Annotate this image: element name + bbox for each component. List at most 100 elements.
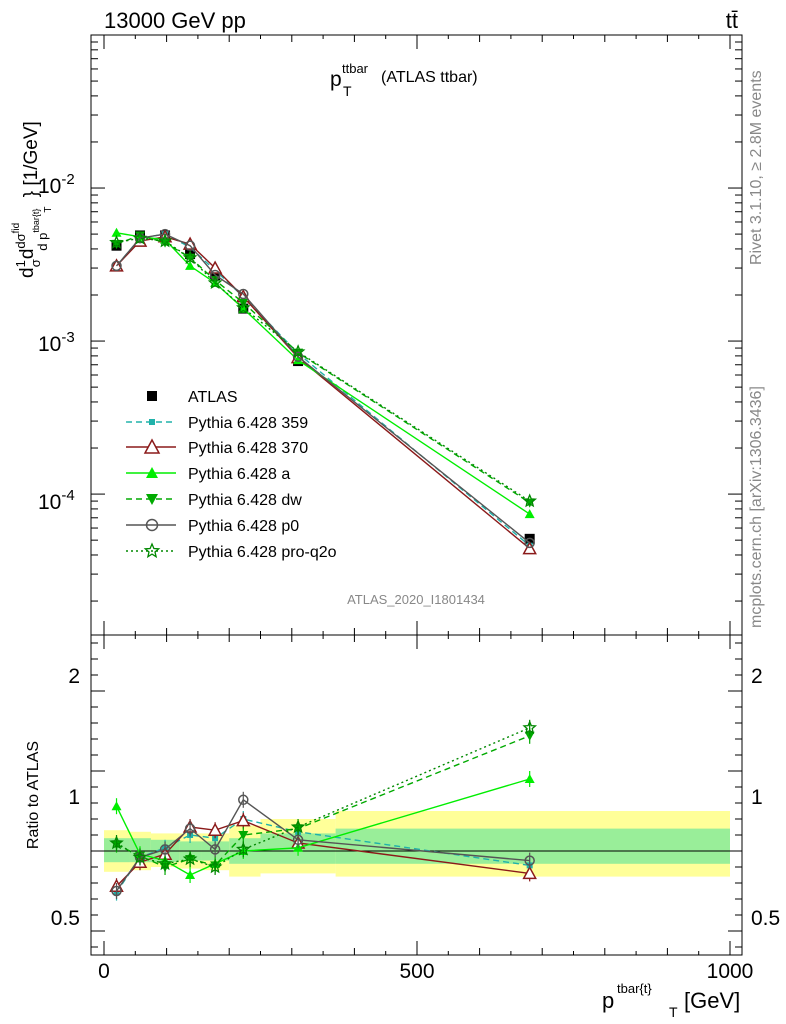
legend-marker-atlas [147,391,157,401]
legend-symbol-pythia-6-428-359 [149,419,155,425]
legend-marker-pro-q2o [126,542,176,559]
ratio-ytick-05-right: 0.5 [751,907,780,930]
legend-symbol-pythia-6-428-a [146,467,158,478]
xtick-label-500: 500 [399,960,434,983]
ratio-frame [90,634,743,956]
ratio-point-pythia-6-428-p0 [292,834,304,846]
ratio-point-pythia-6-428-370 [522,865,537,880]
series-pythia-6-428-a [111,227,535,519]
data-point-pythia-6-428-a [185,260,196,270]
legend-symbol-pythia-6-428-p0 [145,518,159,532]
mcplots-label: mcplots.cern.ch [arXiv:1306.3436] [748,386,765,628]
main-title-suffix: (ATLAS ttbar) [381,69,478,86]
data-point-pythia-6-428-p0 [159,228,171,240]
analysis-watermark: ATLAS_2020_I1801434 [347,592,485,607]
svg-text:d1σddσfidd ptbar{t}T } [1/GeV]: d1σddσfidd ptbar{t} T } [1/GeV] [11,121,54,278]
legend-symbol-pythia-6-428-dw [146,494,158,505]
ratio-panel: 2 1 0.5 2 1 0.5 Ratio to ATLAS 0 500 100… [25,634,780,1020]
data-point-pythia-6-428-pro-q2o [235,300,251,314]
legend-item-atlas: ATLAS [147,389,238,406]
legend: ATLAS Pythia 6.428 359 Pythia 6.428 370 … [126,389,337,561]
ratio-point-pythia-6-428-pro-q2o [290,819,306,834]
legend-item-a: Pythia 6.428 a [126,466,290,483]
series-line-pythia-6-428-dw [116,234,531,504]
legend-marker-370 [126,438,176,454]
legend-label-359: Pythia 6.428 359 [188,415,308,432]
ratio-ytick-1-right: 1 [751,786,763,809]
ratio-point-pythia-6-428-dw [238,831,249,840]
x-axis-title-sup: tbar{t} [617,981,652,996]
ratio-point-pythia-6-428-pro-q2o [109,835,124,850]
main-y-axis-title: d1σddσfidd ptbar{t} T } [1/GeV] [11,121,54,278]
data-point-pythia-6-428-p0 [111,260,122,272]
legend-marker-dw [126,494,176,505]
legend-marker-p0 [126,518,176,532]
ratio-axis-ticks [91,635,742,955]
ratio-line-pythia-6-428-pro-q2o [116,727,530,868]
ratio-point-pythia-6-428-pro-q2o [235,841,251,856]
ytick-label-1e-4: 10-4 [38,487,75,514]
series-pythia-6-428-dw [111,231,535,508]
ratio-point-pythia-6-428-p0 [159,844,171,855]
main-series-group [109,227,538,555]
main-panel: p ttbar T (ATLAS ttbar) 10-2 10-3 10-4 d… [11,34,743,636]
data-point-pythia-6-428-pro-q2o [207,275,223,290]
ratio-point-pythia-6-428-a [185,870,196,879]
main-axis-ticks [91,34,742,635]
data-point-pythia-6-428-370 [522,541,537,555]
legend-label-pro-q2o: Pythia 6.428 pro-q2o [188,544,337,561]
ratio-series-pythia-6-428-pro-q2o [109,719,538,875]
ratio-point-pythia-6-428-p0 [111,885,122,897]
data-point-pythia-6-428-pro-q2o [182,250,198,265]
legend-label-a: Pythia 6.428 a [188,466,290,483]
energy-label: 13000 GeV pp [104,8,246,33]
data-point-pythia-6-428-pro-q2o [157,233,173,248]
series-pythia-6-428-359 [113,231,533,549]
ratio-point-pythia-6-428-pro-q2o [157,856,173,871]
legend-item-359: Pythia 6.428 359 [126,415,308,432]
data-point-pythia-6-428-a [293,355,304,365]
data-point-pythia-6-428-a [111,227,122,237]
main-y-tick-labels: 10-2 10-3 10-4 [38,171,75,514]
x-axis-title-p: p [602,988,614,1013]
legend-symbol-pythia-6-428-370 [143,438,161,454]
ratio-point-pythia-6-428-370 [236,813,251,827]
data-point-pythia-6-428-pro-q2o [290,344,306,359]
main-title-p: p [330,68,342,91]
ratio-point-pythia-6-428-pro-q2o [522,720,538,735]
series-pythia-6-428-370 [109,229,537,555]
ratio-point-pythia-6-428-a [111,801,122,811]
legend-symbol-atlas [147,391,157,401]
data-point-pythia-6-428-dw [293,348,304,358]
ratio-y-axis-title: Ratio to ATLAS [25,741,42,849]
ratio-ytick-1-left: 1 [68,786,80,809]
legend-marker-359 [126,419,176,425]
ratio-point-pythia-6-428-p0 [524,855,535,866]
ratio-point-pythia-6-428-pro-q2o [132,849,148,864]
data-point-pythia-6-428-p0 [524,537,535,549]
xtick-label-0: 0 [98,960,110,983]
ratio-point-pythia-6-428-370 [207,822,223,836]
ratio-ytick-2-left: 2 [68,665,80,688]
ratio-ytick-05-left: 0.5 [51,907,80,930]
legend-item-dw: Pythia 6.428 dw [126,492,302,509]
main-title-sup: ttbar [342,61,369,76]
data-point-pythia-6-428-p0 [238,288,249,300]
rivet-label: Rivet 3.1.10, ≥ 2.8M events [748,70,765,265]
data-point-pythia-6-428-pro-q2o [109,234,124,249]
ratio-series-group [109,719,538,901]
data-point-pythia-6-428-a [524,509,535,519]
legend-label-dw: Pythia 6.428 dw [188,492,302,509]
ratio-point-pythia-6-428-p0 [209,844,221,855]
ratio-point-pythia-6-428-dw [524,731,535,741]
data-point-pythia-6-428-p0 [209,269,221,281]
series-line-pythia-6-428-370 [115,236,531,550]
ratio-point-pythia-6-428-a [524,774,535,783]
data-point-pythia-6-428-pro-q2o [132,230,148,245]
ytick-label-1e-2: 10-2 [38,171,75,198]
series-line-pythia-6-428-pro-q2o [116,237,531,502]
ratio-uncertainty-bands [91,811,742,877]
process-label: tt̄ [726,8,738,33]
